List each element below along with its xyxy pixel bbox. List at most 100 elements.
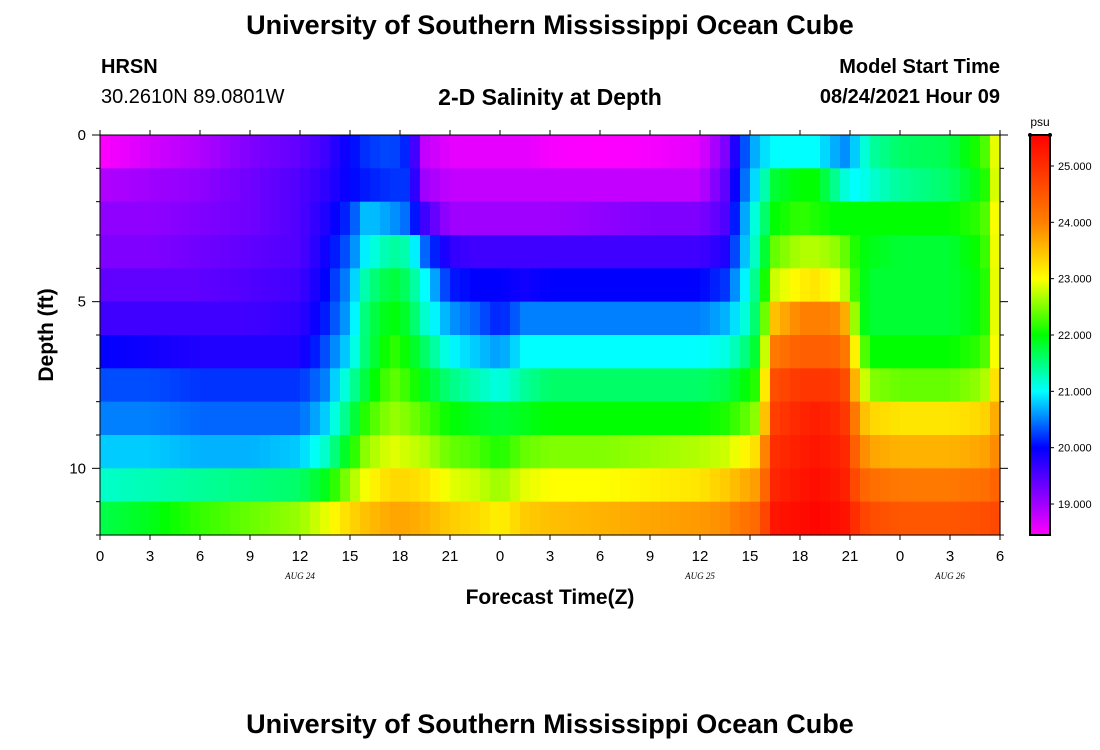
x-tick-label: 12	[292, 548, 309, 565]
heatmap-cell	[660, 368, 671, 403]
heatmap-cell	[120, 501, 131, 536]
heatmap-cell	[650, 468, 661, 503]
heatmap-cell	[200, 135, 211, 169]
heatmap-cell	[400, 335, 411, 369]
heatmap-cell	[880, 168, 891, 203]
heatmap-cell	[130, 468, 141, 503]
heatmap-cell	[900, 201, 911, 236]
heatmap-cell	[770, 401, 781, 436]
heatmap-cell	[610, 201, 621, 236]
heatmap-cell	[540, 501, 551, 536]
heatmap-cell	[570, 468, 581, 503]
heatmap-cell	[110, 201, 121, 236]
heatmap-cell	[340, 268, 351, 303]
heatmap-cell	[210, 468, 221, 503]
heatmap-cell	[510, 435, 521, 469]
heatmap-cell	[920, 135, 931, 169]
heatmap-cell	[410, 335, 421, 369]
heatmap-cell	[830, 468, 841, 503]
heatmap-cell	[520, 301, 531, 336]
heatmap-cell	[810, 268, 821, 303]
heatmap-cell	[990, 235, 1001, 269]
heatmap-cell	[480, 501, 491, 536]
heatmap-cell	[170, 201, 181, 236]
heatmap-cell	[590, 201, 601, 236]
heatmap-cell	[670, 468, 681, 503]
heatmap-cell	[410, 168, 421, 203]
heatmap-cell	[160, 201, 171, 236]
heatmap-cell	[960, 268, 971, 303]
heatmap-cell	[120, 401, 131, 436]
heatmap-cell	[850, 468, 861, 503]
heatmap-cell	[670, 501, 681, 536]
heatmap-cell	[700, 468, 711, 503]
heatmap-cell	[220, 301, 231, 336]
heatmap-cell	[480, 368, 491, 403]
heatmap-cell	[680, 368, 691, 403]
heatmap-cell	[890, 235, 901, 269]
heatmap-cell	[540, 401, 551, 436]
heatmap-cell	[820, 401, 831, 436]
heatmap-cell	[360, 201, 371, 236]
footer-title: University of Southern Mississippi Ocean…	[246, 709, 854, 739]
heatmap-cell	[160, 435, 171, 469]
heatmap-cell	[110, 235, 121, 269]
heatmap-cell	[640, 235, 651, 269]
heatmap-cell	[870, 335, 881, 369]
heatmap-cell	[870, 201, 881, 236]
heatmap-cell	[910, 301, 921, 336]
heatmap-cell	[430, 268, 441, 303]
heatmap-cell	[820, 301, 831, 336]
heatmap-cell	[510, 368, 521, 403]
heatmap-cell	[850, 235, 861, 269]
heatmap-cell	[500, 235, 511, 269]
heatmap-cell	[580, 268, 591, 303]
heatmap-cell	[450, 201, 461, 236]
heatmap-cell	[170, 435, 181, 469]
heatmap-cell	[230, 268, 241, 303]
heatmap-cell	[220, 435, 231, 469]
heatmap-cell	[320, 301, 331, 336]
heatmap-cell	[290, 501, 301, 536]
heatmap-cell	[920, 435, 931, 469]
y-axis-label: Depth (ft)	[35, 288, 58, 381]
heatmap-cell	[810, 135, 821, 169]
heatmap-cell	[330, 468, 341, 503]
heatmap-cell	[220, 235, 231, 269]
heatmap-cell	[730, 268, 741, 303]
heatmap-cell	[610, 468, 621, 503]
heatmap-cell	[550, 235, 561, 269]
heatmap-cell	[610, 235, 621, 269]
heatmap-cell	[420, 268, 431, 303]
heatmap-cell	[740, 135, 751, 169]
heatmap-cell	[690, 368, 701, 403]
heatmap-cell	[910, 468, 921, 503]
heatmap-cell	[670, 268, 681, 303]
heatmap-cell	[260, 168, 271, 203]
heatmap-cell	[620, 235, 631, 269]
heatmap-cell	[150, 368, 161, 403]
heatmap-cell	[290, 301, 301, 336]
heatmap-cell	[370, 335, 381, 369]
x-tick-label: 12	[692, 548, 709, 565]
heatmap-cell	[460, 468, 471, 503]
x-tick-label: 6	[196, 548, 204, 565]
heatmap-cell	[570, 135, 581, 169]
heatmap-cell	[970, 235, 981, 269]
heatmap-cell	[350, 335, 361, 369]
heatmap-cell	[680, 135, 691, 169]
x-tick-label: 0	[496, 548, 504, 565]
heatmap-cell	[290, 335, 301, 369]
heatmap-cell	[290, 401, 301, 436]
heatmap-cell	[410, 401, 421, 436]
heatmap-cell	[680, 301, 691, 336]
heatmap-cell	[760, 168, 771, 203]
heatmap-cell	[410, 301, 421, 336]
heatmap-cell	[560, 501, 571, 536]
heatmap-cell	[140, 168, 151, 203]
heatmap-cell	[370, 401, 381, 436]
heatmap-cell	[980, 435, 991, 469]
heatmap-cell	[160, 501, 171, 536]
heatmap-cell	[310, 335, 321, 369]
heatmap-cell	[580, 335, 591, 369]
